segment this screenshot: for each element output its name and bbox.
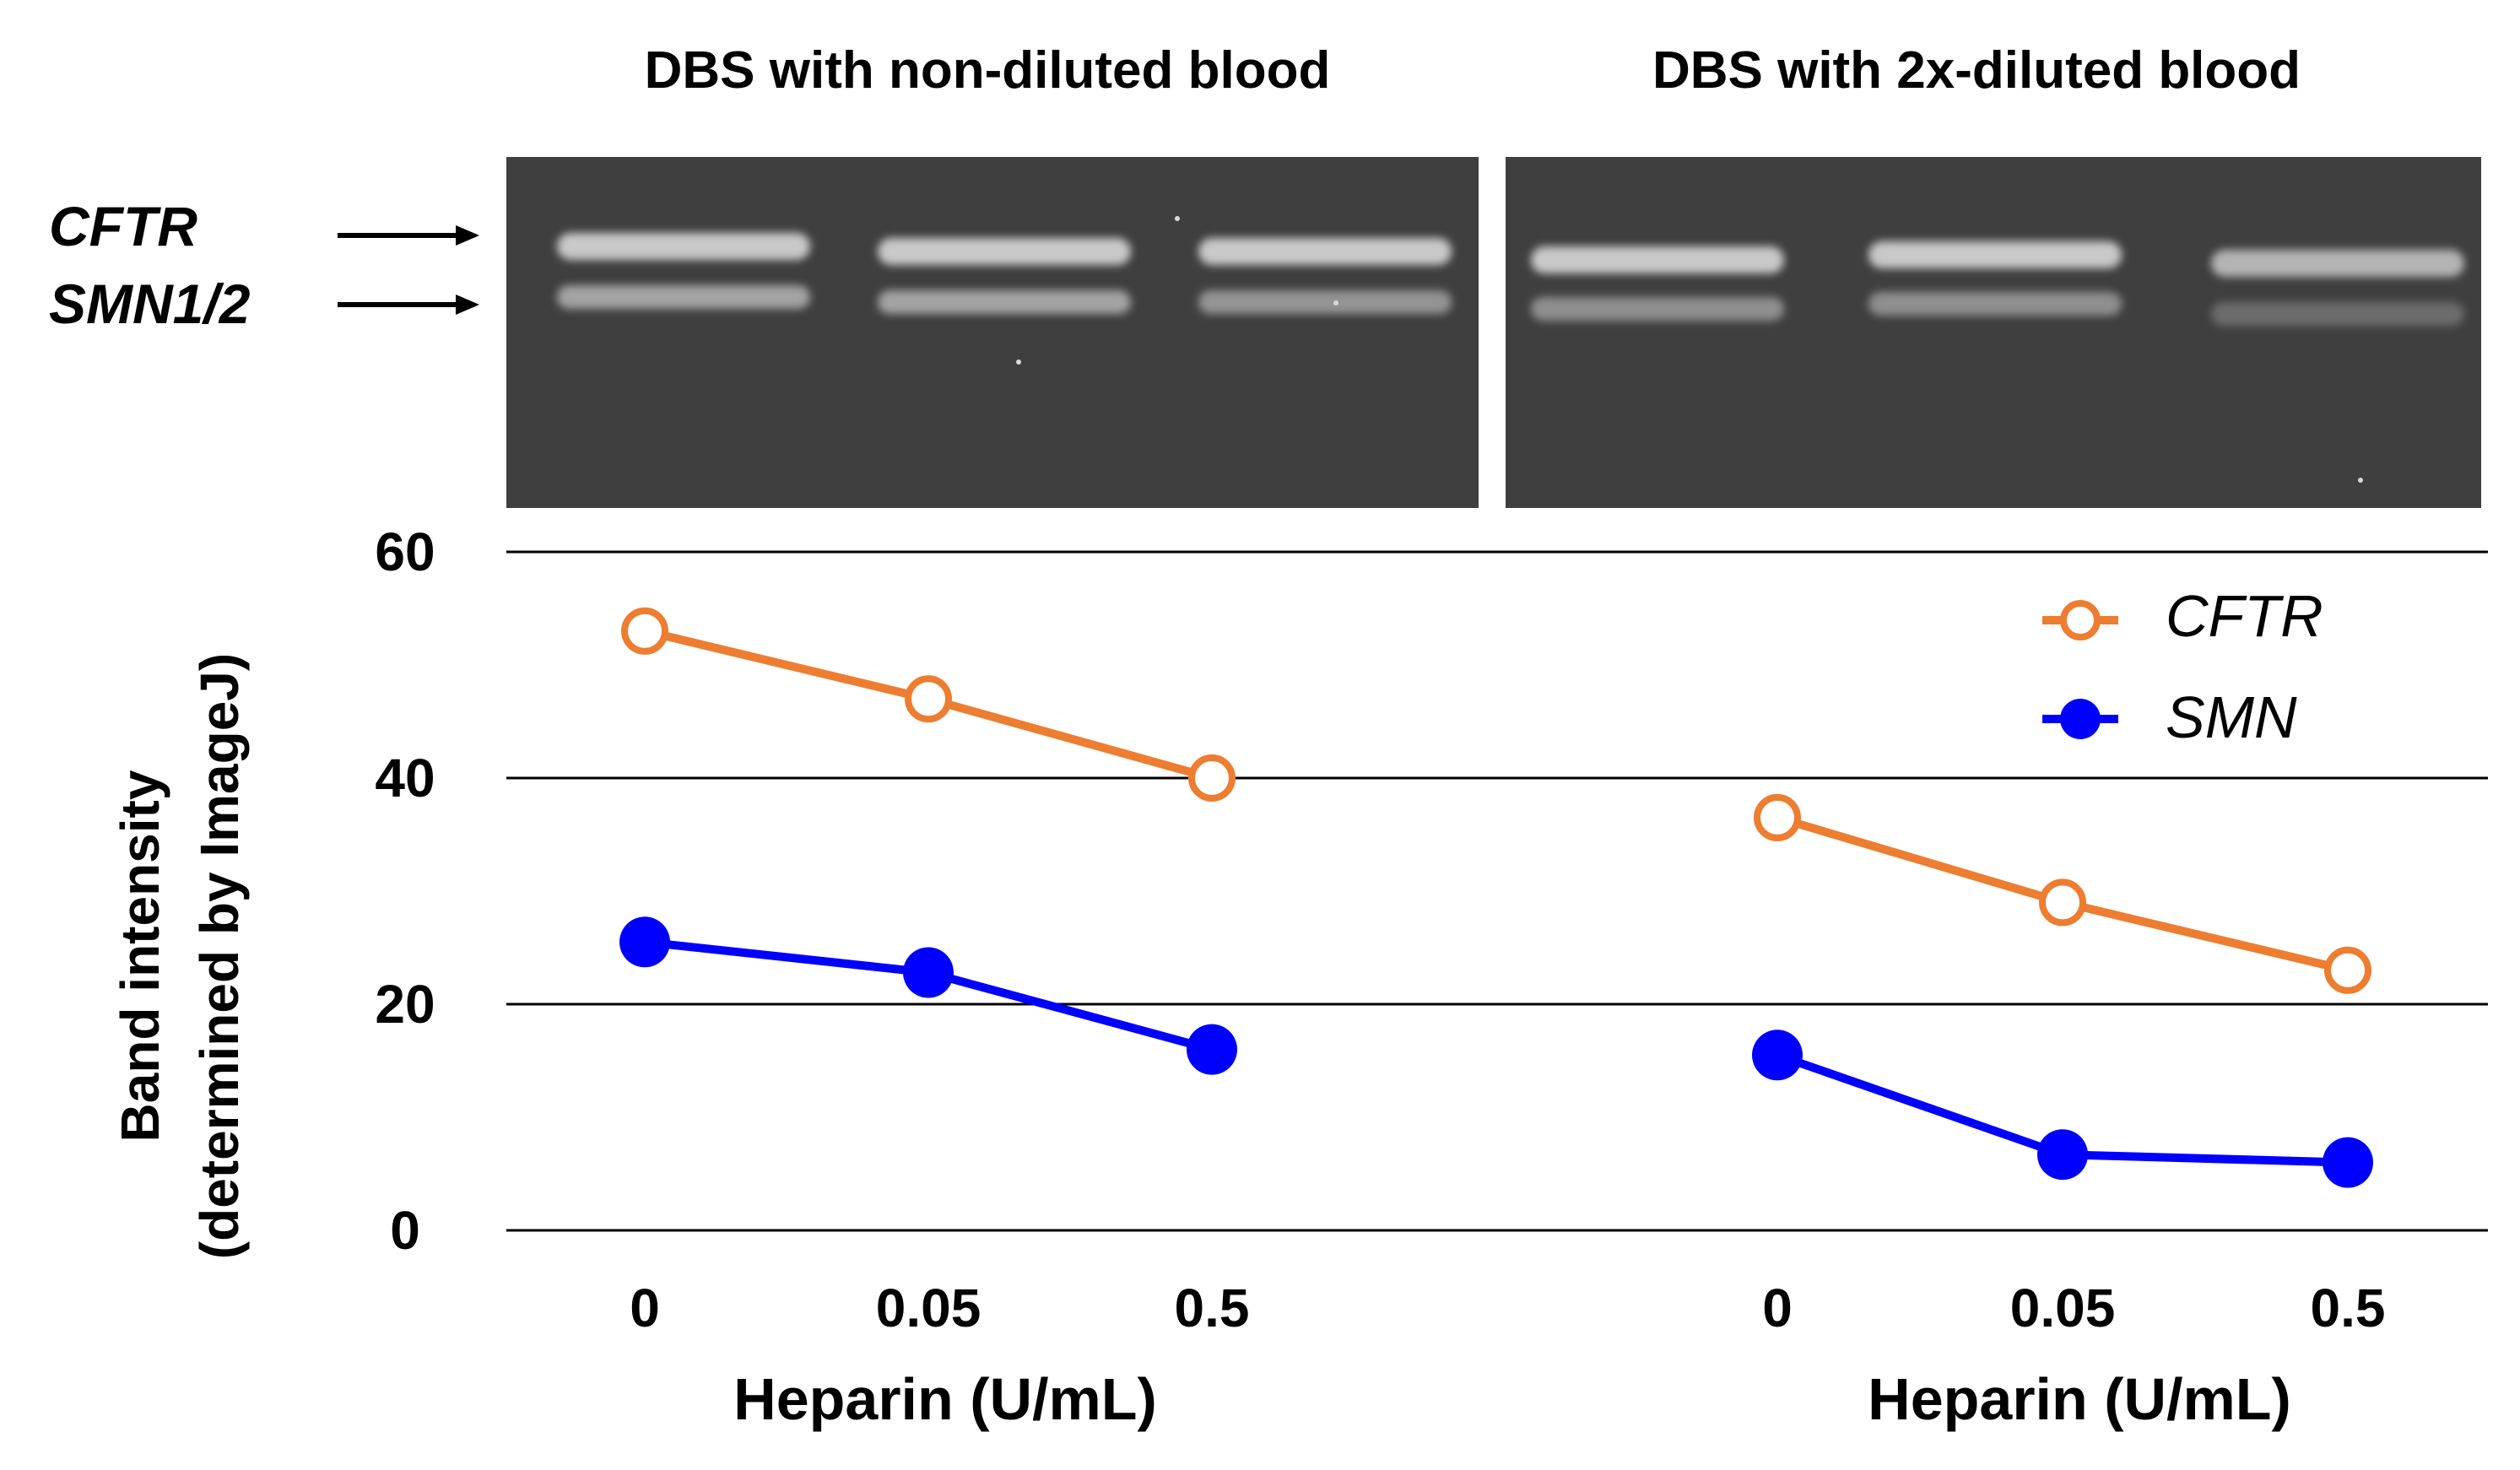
gel-band	[1868, 241, 2122, 268]
gel-speck	[1333, 300, 1338, 305]
x-tick-label: 0.5	[2311, 1278, 2386, 1338]
gel-band	[878, 238, 1131, 265]
x-tick-label: 0	[1762, 1278, 1793, 1338]
y-tick-label: 0	[390, 1200, 420, 1261]
gel-speck	[1016, 359, 1021, 365]
data-point-cftr	[1754, 793, 1801, 841]
data-point-cftr	[2324, 946, 2371, 994]
x-tick-label: 0.5	[1175, 1278, 1250, 1338]
data-point-smn	[1187, 1024, 1237, 1075]
gel-speck	[2358, 478, 2363, 483]
data-point-smn	[2037, 1129, 2088, 1181]
y-tick-label: 60	[375, 522, 435, 582]
panel-title-diluted: DBS with 2x-diluted blood	[1652, 41, 2301, 100]
arrow-smn-icon	[338, 295, 479, 315]
x-tick-label: 0	[630, 1278, 660, 1338]
data-point-cftr	[1188, 754, 1236, 802]
gel-band	[1198, 290, 1452, 314]
gel-band	[557, 233, 810, 260]
gel-band	[1198, 238, 1452, 265]
arrow-cftr-icon	[338, 225, 479, 246]
gel-label-smn: SMN1/2	[49, 273, 251, 335]
gel-image-non-diluted	[506, 157, 1479, 508]
data-point-cftr	[905, 675, 952, 723]
gel-band	[1868, 292, 2122, 316]
legend-label-smn: SMN	[2166, 684, 2297, 750]
gel-band	[2211, 302, 2464, 326]
legend-label-cftr: CFTR	[2166, 583, 2323, 649]
y-tick-label: 40	[375, 748, 435, 808]
x-tick-label: 0.05	[876, 1278, 982, 1338]
gel-band	[1531, 246, 1784, 273]
data-point-smn	[619, 916, 670, 968]
x-axis-label: Heparin (U/mL)	[1868, 1366, 2291, 1432]
data-point-smn	[2323, 1137, 2373, 1188]
data-point-cftr	[2039, 878, 2086, 927]
x-axis-label: Heparin (U/mL)	[733, 1366, 1157, 1432]
gel-band	[557, 285, 810, 309]
data-point-cftr	[621, 607, 668, 655]
gel-band	[1531, 297, 1784, 321]
x-tick-label: 0.05	[2010, 1278, 2116, 1338]
gel-speck	[1175, 216, 1180, 221]
panel-title-non-diluted: DBS with non-diluted blood	[644, 41, 1331, 100]
y-axis-label-line1: Band intensity	[110, 770, 170, 1142]
gel-band	[2211, 250, 2464, 277]
y-axis-label-line2: (determined by ImageJ)	[189, 653, 250, 1259]
gel-label-cftr: CFTR	[49, 195, 197, 257]
legend-marker-cftr	[2060, 600, 2101, 640]
data-point-smn	[1752, 1030, 1803, 1081]
y-tick-label: 20	[375, 974, 435, 1035]
gel-band	[878, 290, 1131, 314]
data-point-smn	[903, 947, 954, 998]
gel-image-diluted	[1506, 157, 2481, 508]
legend-marker-smn	[2060, 699, 2101, 739]
